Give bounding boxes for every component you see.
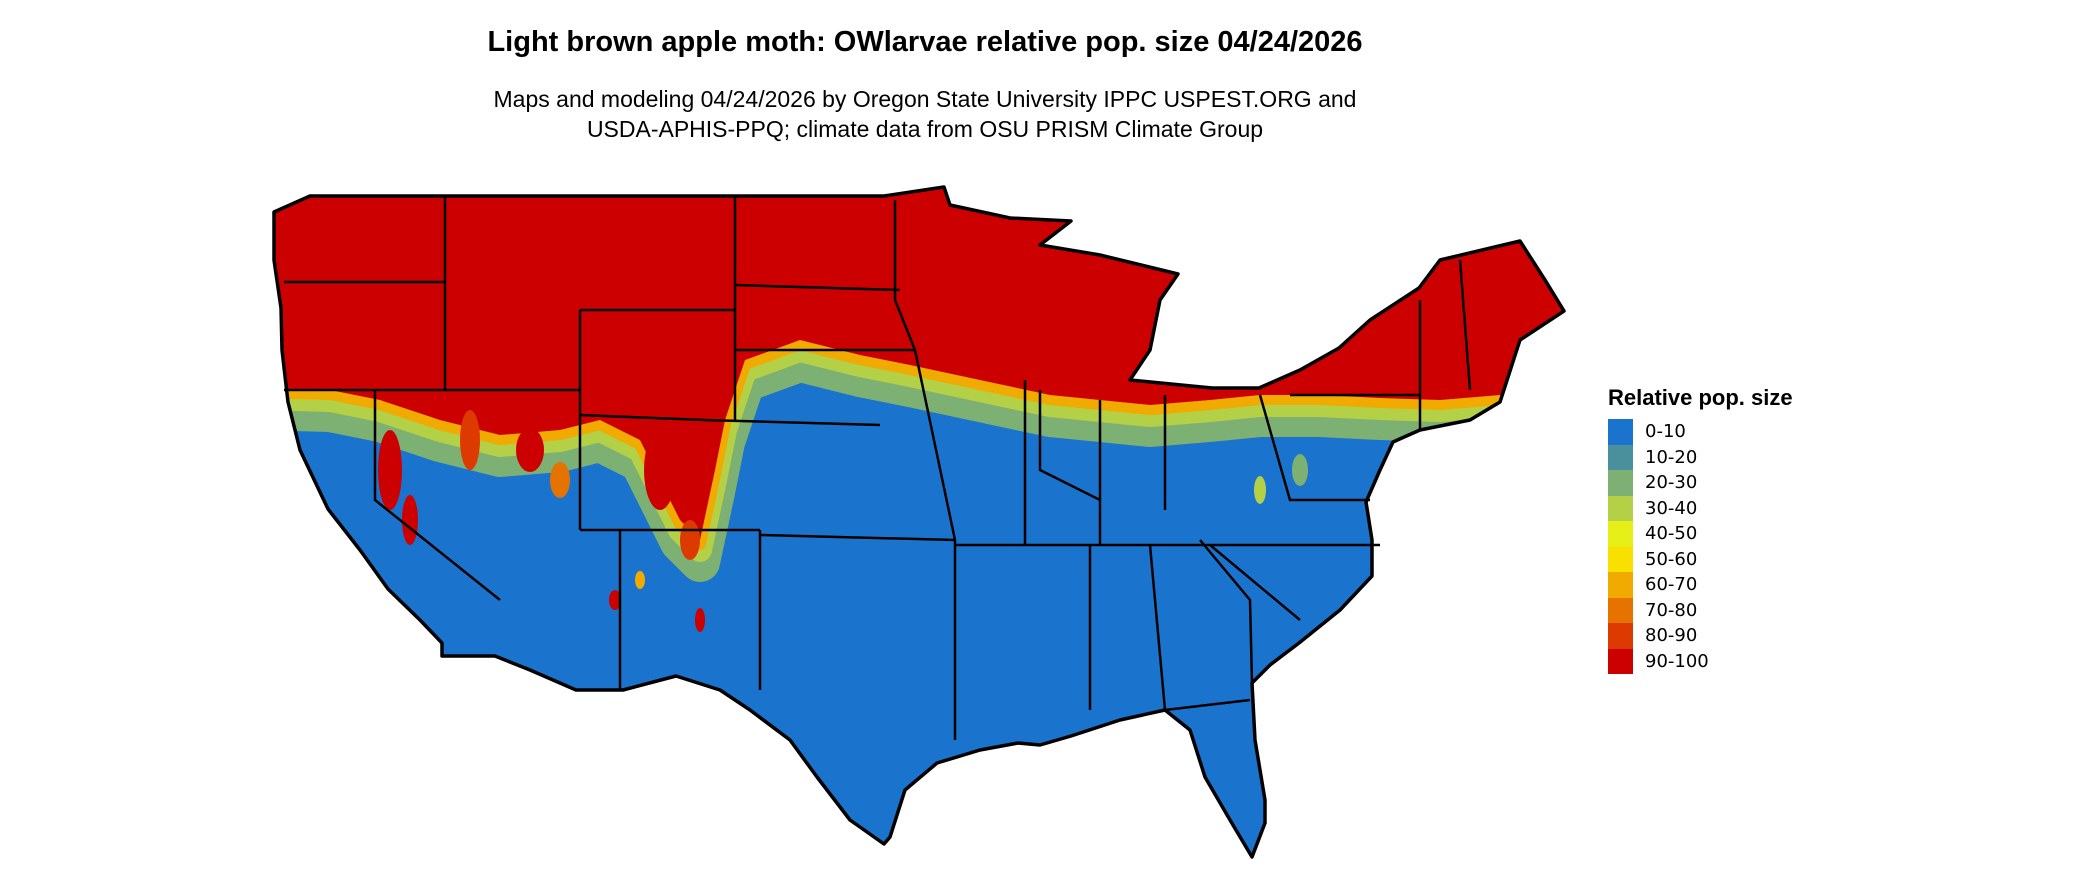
state-border <box>734 283 901 292</box>
state-border <box>1458 259 1472 391</box>
legend: Relative pop. size 0-10 10-20 20-30 30-40 40… <box>1608 385 1793 674</box>
state-border <box>1209 544 1301 621</box>
legend-label: 70-80 <box>1645 599 1698 621</box>
legend-title: Relative pop. size <box>1608 385 1793 410</box>
risk-patch <box>680 520 700 560</box>
map-title: Light brown apple moth: OWlarvae relativ… <box>487 26 1363 58</box>
legend-item: 80-90 <box>1608 623 1793 649</box>
legend-label: 90-100 <box>1645 650 1709 672</box>
legend-swatch <box>1608 597 1633 623</box>
legend-item: 50-60 <box>1608 546 1793 572</box>
legend-label: 0-10 <box>1645 421 1686 443</box>
legend-swatch <box>1608 521 1633 547</box>
state-border <box>1258 394 1370 502</box>
legend-label: 20-30 <box>1645 472 1698 494</box>
map-subtitle-line-2: USDA-APHIS-PPQ; climate data from OSU PR… <box>586 116 1264 142</box>
risk-patch <box>516 428 544 472</box>
state-border <box>1164 698 1251 712</box>
legend-swatch <box>1608 572 1633 598</box>
risk-patch <box>378 430 402 510</box>
legend-item: 30-40 <box>1608 495 1793 521</box>
legend-item: 70-80 <box>1608 597 1793 623</box>
legend-label: 30-40 <box>1645 497 1698 519</box>
risk-patch <box>695 608 705 632</box>
legend-item: 20-30 <box>1608 470 1793 496</box>
map-subtitle-line-1: Maps and modeling 04/24/2026 by Oregon S… <box>493 86 1357 112</box>
state-border <box>579 413 706 422</box>
risk-patch <box>635 571 645 589</box>
legend-item: 10-20 <box>1608 444 1793 470</box>
legend-item: 60-70 <box>1608 572 1793 598</box>
legend-swatch <box>1608 623 1633 649</box>
risk-patch <box>609 590 621 610</box>
legend-item: 40-50 <box>1608 521 1793 547</box>
us-outline <box>272 185 1566 859</box>
legend-swatch <box>1608 495 1633 521</box>
risk-patch <box>644 430 676 510</box>
risk-patch <box>460 410 480 470</box>
legend-label: 50-60 <box>1645 548 1698 570</box>
legend-label: 60-70 <box>1645 574 1698 596</box>
legend-swatch <box>1608 419 1633 445</box>
risk-patch <box>402 495 418 545</box>
state-border <box>1148 544 1167 711</box>
legend-swatch <box>1608 648 1633 674</box>
risk-patch <box>1292 454 1308 486</box>
risk-patch <box>550 462 570 498</box>
state-border <box>373 390 501 601</box>
legend-item: 90-100 <box>1608 648 1793 674</box>
legend-label: 80-90 <box>1645 625 1698 647</box>
state-border <box>1199 539 1254 684</box>
legend-label: 40-50 <box>1645 523 1698 545</box>
legend-swatch <box>1608 444 1633 470</box>
legend-label: 10-20 <box>1645 446 1698 468</box>
legend-swatch <box>1608 546 1633 572</box>
state-border <box>893 299 957 541</box>
state-border <box>704 418 881 427</box>
risk-patch <box>1254 476 1266 504</box>
state-borders <box>284 196 1472 740</box>
legend-swatch <box>1608 470 1633 496</box>
legend-item: 0-10 <box>1608 419 1793 445</box>
state-border <box>1038 390 1101 502</box>
state-border <box>759 533 956 542</box>
